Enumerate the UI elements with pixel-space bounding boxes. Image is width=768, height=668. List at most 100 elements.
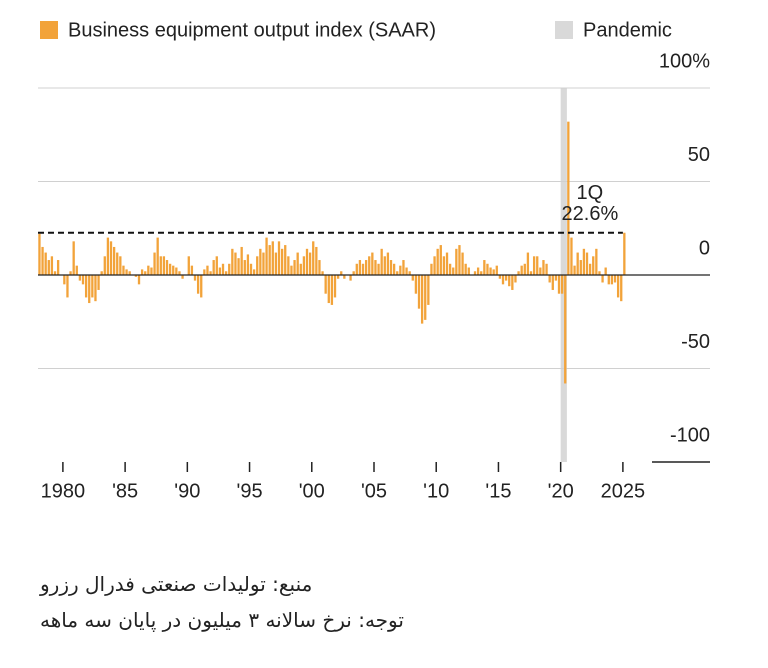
annotation: 22.6% bbox=[562, 203, 619, 225]
bar bbox=[168, 263, 172, 275]
bar bbox=[545, 263, 548, 275]
bar bbox=[613, 275, 617, 283]
bar bbox=[259, 248, 262, 275]
bar bbox=[218, 267, 222, 275]
bar bbox=[523, 263, 526, 275]
bar bbox=[128, 271, 131, 275]
bar bbox=[402, 260, 405, 275]
bar bbox=[106, 237, 110, 275]
bar bbox=[119, 256, 122, 275]
y-tick-label: 100% bbox=[659, 50, 710, 72]
bar bbox=[539, 267, 542, 275]
bar bbox=[196, 275, 200, 294]
bar bbox=[467, 267, 470, 275]
bar bbox=[280, 248, 284, 275]
x-tick-label: '90 bbox=[174, 480, 200, 502]
bar bbox=[252, 269, 256, 275]
bar bbox=[333, 275, 337, 298]
bar bbox=[392, 263, 396, 275]
bar bbox=[175, 267, 178, 275]
bar bbox=[159, 256, 162, 275]
bar bbox=[165, 260, 169, 275]
bar bbox=[511, 275, 514, 290]
bar bbox=[396, 271, 399, 275]
bar bbox=[368, 256, 371, 275]
bar bbox=[483, 260, 486, 275]
bar bbox=[84, 275, 88, 298]
bar bbox=[44, 252, 47, 275]
y-tick-label: -50 bbox=[681, 331, 710, 353]
bar bbox=[408, 271, 411, 275]
bar bbox=[296, 252, 299, 275]
bar bbox=[315, 246, 318, 275]
annotation: 1Q bbox=[577, 182, 604, 204]
bar bbox=[212, 260, 215, 275]
bar bbox=[358, 260, 362, 275]
bar bbox=[439, 245, 442, 275]
bar bbox=[63, 275, 66, 285]
bar bbox=[595, 248, 598, 275]
bar bbox=[405, 267, 408, 275]
bar bbox=[504, 275, 508, 281]
bar bbox=[489, 267, 492, 275]
legend-label: Business equipment output index (SAAR) bbox=[68, 19, 436, 41]
bar bbox=[72, 241, 75, 275]
bar bbox=[246, 254, 250, 275]
bar bbox=[162, 256, 166, 275]
bar bbox=[336, 275, 340, 279]
bar bbox=[206, 265, 209, 275]
bar bbox=[576, 252, 579, 275]
bar bbox=[526, 252, 530, 275]
bar bbox=[424, 275, 427, 320]
bar bbox=[262, 252, 265, 275]
bar bbox=[386, 252, 390, 275]
bar bbox=[200, 275, 203, 298]
bar bbox=[172, 265, 175, 275]
bar bbox=[178, 271, 181, 275]
bar bbox=[287, 256, 290, 275]
bar bbox=[190, 265, 194, 275]
bar bbox=[134, 275, 138, 277]
bar bbox=[361, 263, 365, 275]
bar bbox=[607, 275, 610, 285]
bar bbox=[492, 269, 495, 275]
bar bbox=[585, 252, 589, 275]
x-tick-label: '85 bbox=[112, 480, 138, 502]
bar bbox=[476, 267, 480, 275]
bar bbox=[122, 265, 125, 275]
bar bbox=[144, 271, 147, 275]
bar bbox=[455, 248, 458, 275]
bar bbox=[321, 271, 324, 275]
y-tick-label: 0 bbox=[699, 237, 710, 259]
bar bbox=[156, 237, 159, 275]
bar bbox=[290, 265, 293, 275]
bar bbox=[536, 256, 539, 275]
bar bbox=[215, 256, 218, 275]
bar bbox=[448, 263, 452, 275]
bar bbox=[78, 275, 82, 281]
bar bbox=[75, 265, 78, 275]
bar bbox=[53, 271, 57, 275]
legend-label: Pandemic bbox=[583, 19, 672, 41]
x-tick-label: '15 bbox=[485, 480, 511, 502]
bar bbox=[284, 245, 287, 275]
bar bbox=[112, 246, 116, 275]
bar bbox=[330, 275, 334, 305]
bar bbox=[377, 263, 380, 275]
x-tick-label: '95 bbox=[237, 480, 263, 502]
bar bbox=[501, 275, 505, 285]
bar bbox=[570, 237, 573, 275]
bar bbox=[542, 260, 545, 275]
x-tick-label: 1980 bbox=[41, 480, 86, 502]
bar bbox=[125, 269, 128, 275]
bar bbox=[343, 275, 346, 279]
source-note: منبع: تولیدات صنعتی فدرال رزرو bbox=[40, 572, 313, 596]
bar bbox=[56, 260, 60, 275]
bar bbox=[598, 271, 601, 275]
bar bbox=[193, 275, 197, 281]
bar bbox=[551, 275, 554, 290]
bar bbox=[417, 275, 421, 309]
bar bbox=[91, 275, 94, 298]
bar bbox=[231, 248, 234, 275]
bar bbox=[433, 256, 436, 275]
